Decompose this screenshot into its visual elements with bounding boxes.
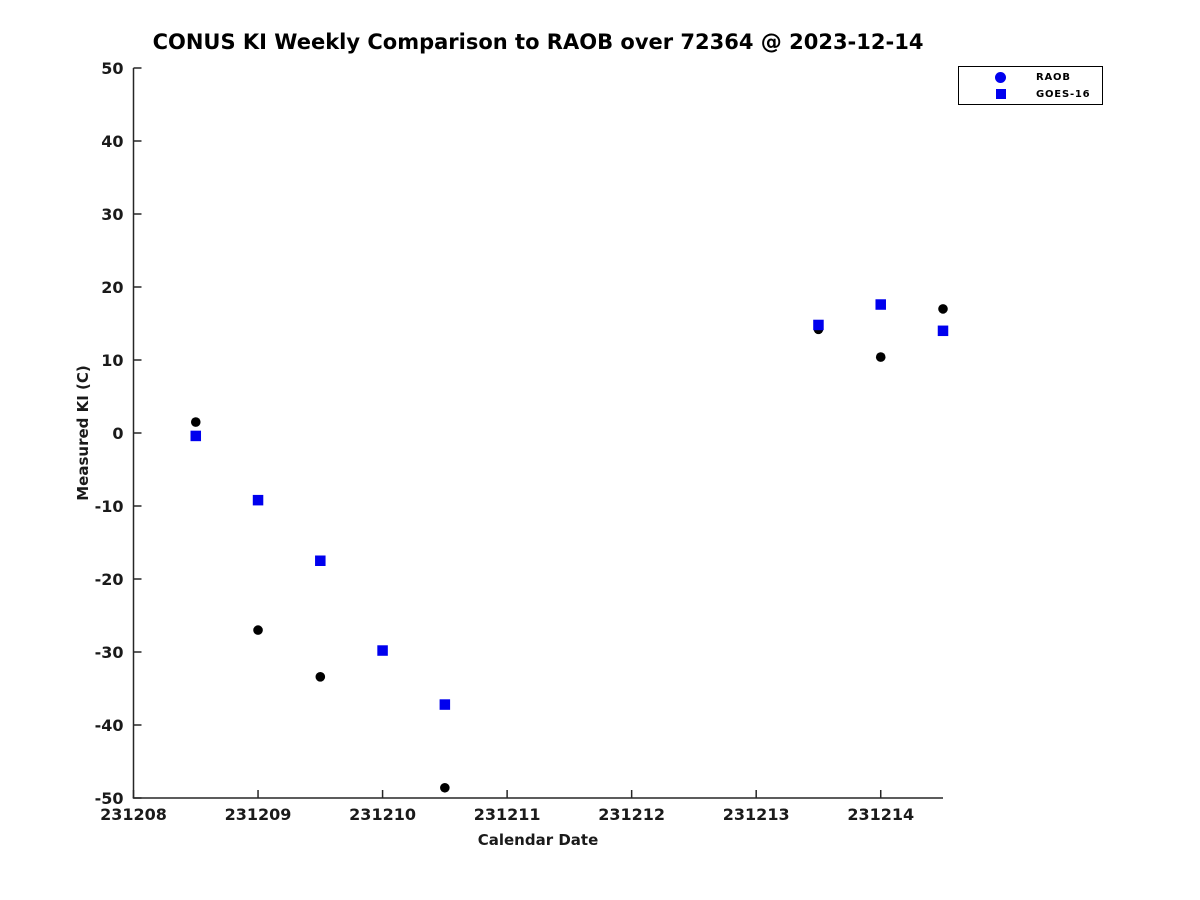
y-tick-label: -50 (95, 789, 124, 808)
x-tick-label: 231212 (598, 805, 665, 824)
legend-item-raob: RAOB (959, 70, 1102, 84)
x-tick-label: 231213 (723, 805, 790, 824)
chart-title: CONUS KI Weekly Comparison to RAOB over … (152, 30, 924, 54)
y-axis-label: Measured KI (C) (74, 365, 92, 501)
y-tick-label: -30 (95, 643, 124, 662)
legend: RAOB GOES-16 (958, 66, 1103, 105)
legend-item-goes16: GOES-16 (959, 87, 1102, 101)
data-point-raob (315, 672, 326, 682)
data-point-goes-16 (315, 555, 326, 566)
y-tick-label: 50 (101, 59, 123, 78)
legend-label-raob: RAOB (1036, 71, 1071, 83)
data-point-goes-16 (377, 645, 388, 656)
y-tick-label: 40 (101, 132, 123, 151)
data-point-raob (440, 782, 450, 793)
data-point-goes-16 (813, 319, 824, 331)
data-point-raob (253, 625, 263, 635)
data-point-goes-16 (937, 325, 949, 337)
data-point-raob (875, 352, 886, 362)
x-tick-label: 231211 (474, 805, 541, 824)
raob-circle-marker-icon (995, 71, 1006, 83)
data-point-raob (938, 304, 948, 314)
data-point-raob (190, 417, 201, 427)
x-tick-label: 231208 (100, 805, 167, 824)
x-axis-label: Calendar Date (477, 831, 599, 849)
data-point-goes-16 (439, 699, 451, 710)
x-tick-label: 231209 (225, 805, 292, 824)
y-tick-label: -40 (95, 716, 124, 735)
y-tick-label: -20 (95, 570, 124, 589)
x-tick-label: 231210 (349, 805, 416, 824)
data-point-goes-16 (875, 299, 886, 310)
y-tick-label: 30 (101, 205, 123, 224)
legend-label-goes16: GOES-16 (1036, 88, 1091, 100)
y-tick-label: -10 (95, 497, 124, 516)
y-tick-label: 20 (101, 278, 123, 297)
x-tick-label: 231214 (847, 805, 914, 824)
data-point-goes-16 (252, 494, 264, 506)
y-tick-label: 10 (101, 351, 123, 370)
y-tick-label: 0 (112, 424, 123, 443)
data-point-goes-16 (190, 430, 202, 442)
goes16-square-marker-icon (996, 89, 1006, 99)
